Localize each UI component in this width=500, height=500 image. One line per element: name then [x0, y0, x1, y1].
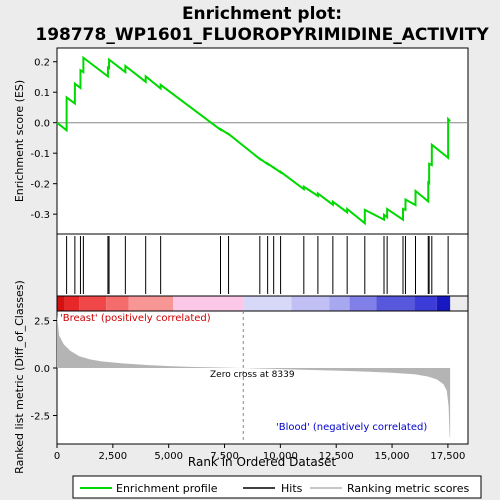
heatbar-segment	[349, 296, 377, 311]
x-axis-label: Rank in Ordered Dataset	[188, 455, 336, 469]
negative-correlation-label: 'Blood' (negatively correlated)	[276, 422, 427, 433]
legend: Enrichment profile Hits Ranking metric s…	[72, 475, 482, 499]
x-tick-label: 5,000	[154, 451, 183, 462]
heatbar-segment	[291, 296, 330, 311]
hit-markers	[66, 236, 449, 294]
x-tick-label: 15,000	[375, 451, 410, 462]
x-tick-label: 7,500	[210, 451, 239, 462]
heatbar-segment	[106, 296, 129, 311]
metric-y-tick-label: -2.5	[30, 412, 50, 423]
es-panel	[56, 47, 469, 235]
heatbar-segment	[329, 296, 350, 311]
heatbar-segment	[64, 296, 80, 311]
x-tick-label: 12,500	[319, 451, 354, 462]
legend-enrichment-label: Enrichment profile	[116, 482, 218, 495]
es-y-tick-label: 0.0	[34, 119, 50, 130]
es-y-tick-label: 0.1	[34, 88, 50, 99]
metric-y-axis: 2.5 0.0 -2.5	[30, 317, 57, 423]
metric-panel	[56, 310, 469, 445]
es-y-tick-label: -0.2	[30, 180, 50, 191]
legend-box	[72, 475, 482, 499]
x-tick-label: 0	[54, 451, 60, 462]
x-tick-label: 2,500	[99, 451, 128, 462]
x-tick-label: 17,500	[430, 451, 465, 462]
x-axis: 0 2,500 5,000 7,500 10,000 12,500 15,000 17,500	[54, 444, 465, 462]
metric-y-tick-label: 0.0	[34, 364, 50, 375]
positive-correlation-label: 'Breast' (positively correlated)	[60, 313, 211, 324]
heatbar-segment	[173, 296, 244, 311]
enrichment-profile-line	[56, 55, 451, 226]
heatbar-segment	[436, 296, 451, 311]
ranked-list-heatbar	[57, 296, 451, 311]
x-tick-label: 10,000	[263, 451, 298, 462]
hits-panel	[56, 233, 469, 297]
heatbar-segment	[243, 296, 292, 311]
heatbar-segment	[57, 296, 65, 311]
es-y-tick-label: -0.1	[30, 149, 50, 160]
es-y-tick-label: -0.3	[30, 210, 50, 221]
es-y-tick-label: 0.2	[34, 58, 50, 69]
metric-y-axis-label: Ranked list metric (Diff_of_Classes)	[13, 280, 26, 474]
metric-y-tick-label: 2.5	[34, 317, 50, 328]
es-y-axis: 0.2 0.1 0.0 -0.1 -0.2 -0.3	[30, 58, 57, 221]
zero-cross-label: Zero cross at 8339	[210, 370, 295, 380]
legend-ranking-label: Ranking metric scores	[347, 482, 469, 495]
heatbar-segment	[79, 296, 107, 311]
legend-hits-label: Hits	[281, 482, 303, 495]
title-line-1: Enrichment plot:	[182, 4, 342, 24]
es-y-axis-label: Enrichment score (ES)	[13, 80, 26, 202]
heatbar-segment	[128, 296, 174, 311]
heatbar-segment	[414, 296, 437, 311]
title-line-2: 198778_WP1601_FLUOROPYRIMIDINE_ACTIVITY	[35, 25, 489, 45]
heatbar-segment	[376, 296, 415, 311]
